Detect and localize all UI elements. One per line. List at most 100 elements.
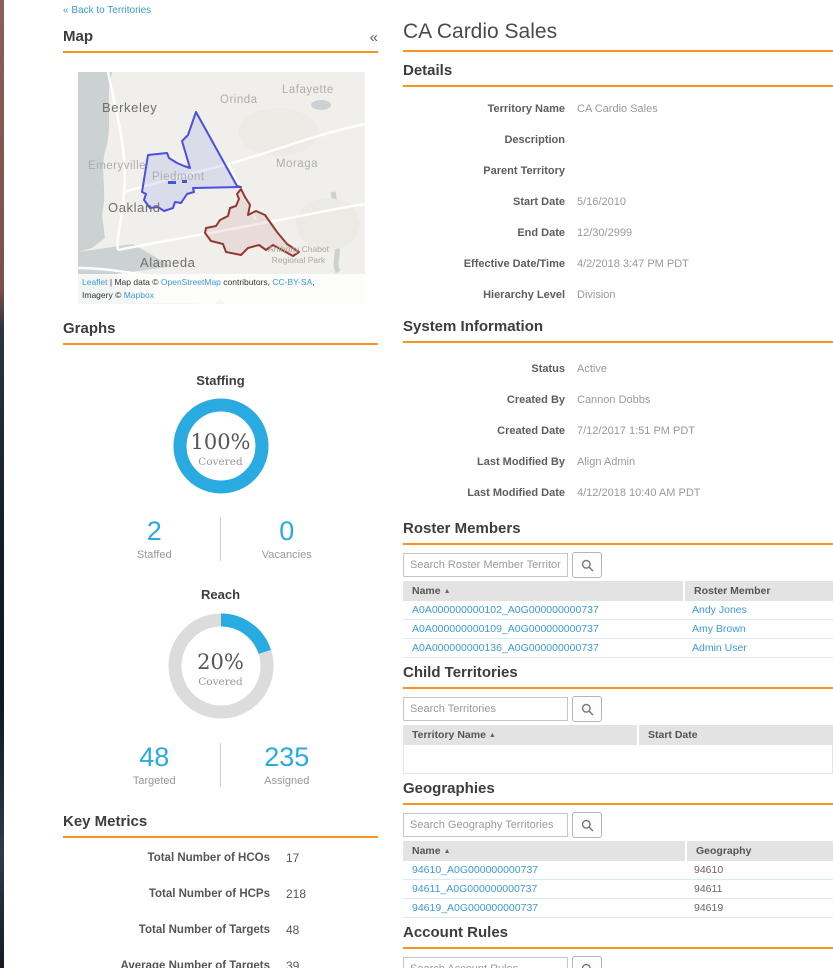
attr-text-4: Imagery © xyxy=(82,289,124,300)
column-header-name[interactable]: Name ▲ xyxy=(412,845,451,857)
geographies-title: Geographies xyxy=(403,780,495,797)
details-section-header: Details xyxy=(403,62,833,87)
geography-id-link[interactable]: 94611_A0G000000000737 xyxy=(412,883,538,895)
territory-id-link[interactable]: A0A000000000136_A0G000000000737 xyxy=(412,642,599,654)
child-territories-table: Territory Name ▲ Start Date xyxy=(403,725,833,774)
window-edge xyxy=(0,0,4,968)
assigned-value: 235 xyxy=(264,741,310,772)
child-territories-search-input[interactable] xyxy=(403,697,568,721)
geographies-table-header: Name ▲ Geography xyxy=(403,841,833,861)
empty-table-body xyxy=(403,745,833,774)
geography-id-link[interactable]: 94619_A0G000000000737 xyxy=(412,902,539,914)
geography-id-link[interactable]: 94610_A0G000000000737 xyxy=(412,864,539,876)
field-row: Parent Territory xyxy=(403,155,833,186)
field-value: 4/2/2018 3:47 PM PDT xyxy=(577,257,689,270)
field-label: Parent Territory xyxy=(483,164,565,177)
roster-search-input[interactable] xyxy=(403,553,568,577)
field-label: End Date xyxy=(517,226,565,239)
field-row: Start Date 5/16/2010 xyxy=(403,186,833,217)
account-rules-search-button[interactable] xyxy=(572,956,602,968)
roster-member-link[interactable]: Andy Jones xyxy=(692,604,747,616)
targeted-label: Targeted xyxy=(132,774,176,787)
field-value: Align Admin xyxy=(577,455,636,468)
field-label: Description xyxy=(504,133,565,146)
attr-text-2: contributors, xyxy=(220,277,273,288)
column-header-geography[interactable]: Geography xyxy=(685,841,833,861)
child-territories-search-button[interactable] xyxy=(572,696,602,722)
vacancies-stat: 0 Vacancies xyxy=(221,517,353,561)
openstreetmap-link[interactable]: OpenStreetMap xyxy=(160,277,221,288)
table-row: A0A000000000136_A0G000000000737 Admin Us… xyxy=(403,639,833,658)
geography-value: 94619 xyxy=(694,902,724,914)
roster-member-link[interactable]: Amy Brown xyxy=(692,623,746,635)
field-label: Territory Name xyxy=(487,102,565,115)
system-info-title: System Information xyxy=(403,318,544,335)
column-header-territory-name[interactable]: Territory Name ▲ xyxy=(412,729,496,741)
leaflet-link[interactable]: Leaflet xyxy=(82,277,108,288)
reach-percent: 20% xyxy=(197,649,244,674)
left-panel: « Back to Territories Map « xyxy=(63,0,378,968)
hills-shade-2 xyxy=(238,108,318,156)
back-to-territories-link[interactable]: « Back to Territories xyxy=(63,5,152,16)
sort-ascending-icon: ▲ xyxy=(488,732,496,739)
geographies-table: Name ▲ Geography 94610_A0G000000000737 94… xyxy=(403,841,833,918)
geographies-search-row xyxy=(403,812,833,838)
territory-blue-enclave-2 xyxy=(182,180,187,183)
territory-map[interactable]: Berkeley Orinda Lafayette Emeryville Pie… xyxy=(78,72,365,304)
graphs-section-header: Graphs xyxy=(63,320,378,345)
staffing-donut: 100% Covered xyxy=(173,398,269,499)
search-icon xyxy=(581,703,593,715)
graphs-title: Graphs xyxy=(63,320,116,337)
reach-donut-value xyxy=(168,613,273,719)
field-row: Territory Name CA Cardio Sales xyxy=(403,93,833,124)
reach-donut: 20% Covered xyxy=(167,612,275,725)
geographies-section-header: Geographies xyxy=(403,780,833,805)
territory-id-link[interactable]: A0A000000000102_A0G000000000737 xyxy=(412,604,599,616)
territory-id-link[interactable]: A0A000000000109_A0G000000000737 xyxy=(412,623,599,635)
search-icon xyxy=(581,963,591,968)
assigned-stat: 235 Assigned xyxy=(221,741,353,787)
column-header-name[interactable]: Name ▲ xyxy=(412,585,451,597)
geographies-search-button[interactable] xyxy=(572,812,602,838)
field-label: Created By xyxy=(506,393,565,406)
account-rules-search-row xyxy=(403,956,833,968)
cc-by-sa-link[interactable]: CC-BY-SA xyxy=(272,277,313,288)
targeted-value: 48 xyxy=(139,741,170,772)
roster-members-table: Name ▲ Roster Member A0A000000000102_A0G0… xyxy=(403,581,833,658)
field-row: Hierarchy Level Division xyxy=(403,279,833,310)
field-value: 4/12/2018 10:40 AM PDT xyxy=(577,486,701,499)
staffing-chart: Staffing 100% Covered 2 Staffed xyxy=(71,373,371,561)
mapbox-link[interactable]: Mapbox xyxy=(123,289,154,300)
geographies-search-input[interactable] xyxy=(403,813,568,837)
sort-ascending-icon: ▲ xyxy=(443,588,451,595)
roster-member-link[interactable]: Admin User xyxy=(692,642,747,654)
stat-divider xyxy=(220,517,221,561)
staffed-label: Staffed xyxy=(136,548,172,561)
map-label-alameda: Alameda xyxy=(140,255,196,270)
field-label: Last Modified By xyxy=(476,455,565,468)
column-header-roster-member[interactable]: Roster Member xyxy=(683,581,833,601)
map-title: Map xyxy=(63,28,93,45)
field-label: Start Date xyxy=(513,195,565,208)
reach-stats: 48 Targeted 235 Assigned xyxy=(89,743,353,787)
field-label: Last Modified Date xyxy=(467,486,565,499)
hills-shade xyxy=(296,198,360,250)
column-header-start-date[interactable]: Start Date xyxy=(637,725,833,745)
metric-value: 218 xyxy=(286,887,307,901)
field-row: Description xyxy=(403,124,833,155)
targeted-stat: 48 Targeted xyxy=(89,741,221,787)
territory-polygon-blue[interactable] xyxy=(141,111,242,212)
staffing-chart-title: Staffing xyxy=(196,373,245,388)
geography-value: 94610 xyxy=(694,864,724,876)
metric-label: Total Number of Targets xyxy=(138,924,270,936)
metric-label: Average Number of Targets xyxy=(120,960,270,968)
territory-polygon-red[interactable] xyxy=(204,188,300,257)
map-label-emeryville: Emeryville xyxy=(88,160,147,172)
collapse-panel-icon[interactable]: « xyxy=(369,29,378,46)
reach-donut-center: 20% Covered xyxy=(167,612,275,725)
account-rules-search-input[interactable] xyxy=(403,957,568,968)
roster-search-button[interactable] xyxy=(572,552,602,578)
metric-row: Total Number of Targets 48 xyxy=(63,912,378,948)
staffed-stat: 2 Staffed xyxy=(89,517,221,561)
